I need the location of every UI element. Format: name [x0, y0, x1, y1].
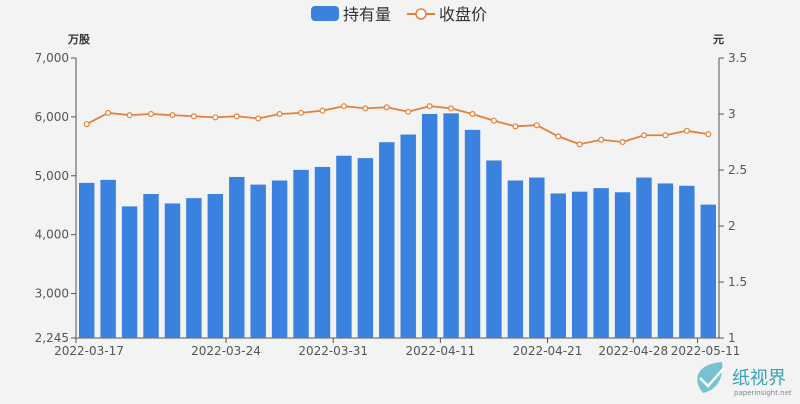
right-tick-label: 3 [728, 107, 736, 121]
price-point[interactable] [255, 115, 262, 122]
price-point[interactable] [705, 131, 712, 138]
price-point[interactable] [662, 132, 669, 139]
price-point[interactable] [298, 109, 305, 116]
left-tick-label: 4,000 [35, 228, 69, 242]
holding-bar[interactable] [486, 160, 502, 338]
x-tick-label: 2022-03-17 [54, 344, 124, 358]
price-point[interactable] [555, 133, 562, 140]
holding-bar[interactable] [271, 180, 288, 338]
right-tick-label: 3.5 [728, 51, 747, 65]
holding-bar[interactable] [336, 155, 352, 338]
legend[interactable]: 持有量 收盘价 [311, 5, 487, 24]
price-point[interactable] [619, 139, 626, 146]
holding-bar[interactable] [443, 113, 459, 338]
price-point[interactable] [512, 123, 519, 130]
holding-bar[interactable] [550, 193, 566, 338]
right-tick-label: 2.5 [728, 163, 747, 177]
x-tick-label: 2022-05-11 [671, 344, 741, 358]
holding-bar[interactable] [379, 142, 395, 338]
left-tick-label: 5,000 [35, 169, 69, 183]
holding-bar[interactable] [207, 194, 224, 338]
price-point[interactable] [233, 113, 240, 120]
x-tick-label: 2022-04-21 [513, 344, 583, 358]
holding-bar[interactable] [143, 194, 159, 338]
watermark-logo-text: 纸视界 [732, 368, 786, 389]
left-tick-label: 3,000 [35, 287, 69, 301]
holding-bar[interactable] [529, 177, 545, 338]
holding-bar[interactable] [636, 177, 652, 338]
price-point[interactable] [276, 110, 283, 117]
price-point[interactable] [169, 112, 176, 119]
holding-bar[interactable] [464, 129, 481, 338]
holding-bar[interactable] [679, 185, 695, 338]
left-tick-label: 2,245 [35, 331, 69, 345]
price-point[interactable] [640, 132, 647, 139]
holding-bar[interactable] [229, 176, 245, 338]
holding-bar[interactable] [507, 180, 524, 338]
holding-bar[interactable] [400, 134, 416, 338]
legend-holding-label[interactable]: 持有量 [343, 5, 391, 24]
holding-bar[interactable] [593, 188, 609, 338]
holding-bar[interactable] [79, 182, 95, 338]
holding-bar[interactable] [571, 191, 588, 338]
left-tick-label: 7,000 [35, 51, 69, 65]
price-point[interactable] [105, 109, 112, 116]
right-tick-label: 2 [728, 219, 736, 233]
legend-price-label[interactable]: 收盘价 [439, 5, 487, 24]
price-point[interactable] [319, 107, 326, 114]
right-axis-unit: 元 [713, 33, 724, 46]
price-line-path [86, 105, 709, 146]
price-point[interactable] [576, 141, 583, 148]
left-axis-ticks: 2,245 3,000 4,000 5,000 6,000 7,000 [35, 51, 76, 345]
holding-bar[interactable] [121, 206, 138, 338]
price-point[interactable] [190, 113, 197, 120]
price-point[interactable] [212, 114, 219, 121]
price-point[interactable] [83, 121, 90, 128]
price-series [83, 103, 712, 148]
holding-bar[interactable] [186, 198, 202, 338]
leaf-icon [697, 362, 723, 393]
x-axis-ticks: 2022-03-17 2022-03-24 2022-03-31 2022-04-11… [54, 338, 740, 358]
right-axis-ticks: 1 1.5 2 2.5 3 3.5 [719, 51, 747, 345]
leaf-check-icon [699, 367, 725, 388]
watermark-url: paperinsight.net [734, 389, 792, 397]
price-point[interactable] [383, 104, 390, 111]
price-point[interactable] [126, 112, 133, 119]
holding-bar[interactable] [314, 166, 331, 338]
left-axis-unit: 万股 [67, 33, 91, 46]
x-tick-label: 2022-03-31 [298, 344, 368, 358]
holding-bar[interactable] [614, 192, 631, 338]
holding-bar[interactable] [164, 203, 181, 338]
legend-holding-swatch[interactable] [311, 6, 339, 21]
holding-bar[interactable] [657, 183, 674, 338]
price-point[interactable] [683, 127, 690, 134]
holding-bar[interactable] [357, 158, 374, 338]
holding-bar[interactable] [421, 113, 438, 338]
holding-bar[interactable] [293, 169, 309, 338]
price-point[interactable] [362, 105, 369, 112]
holding-bar[interactable] [250, 184, 266, 338]
right-tick-label: 1 [728, 331, 736, 345]
right-tick-label: 1.5 [728, 275, 747, 289]
price-point[interactable] [405, 108, 412, 115]
price-point[interactable] [598, 136, 605, 143]
x-tick-label: 2022-04-28 [598, 344, 668, 358]
price-point[interactable] [533, 122, 540, 129]
legend-price-marker[interactable] [415, 8, 427, 20]
watermark-logo: 纸视界 paperinsight.net [697, 362, 792, 397]
x-tick-label: 2022-03-24 [191, 344, 261, 358]
holding-bar[interactable] [100, 179, 116, 338]
left-tick-label: 6,000 [35, 110, 69, 124]
price-point[interactable] [426, 103, 433, 110]
price-point[interactable] [340, 103, 347, 110]
x-tick-label: 2022-04-11 [405, 344, 475, 358]
holding-bar[interactable] [700, 204, 716, 338]
holding-bars [79, 113, 716, 338]
price-point[interactable] [469, 110, 476, 117]
price-point[interactable] [490, 117, 497, 124]
price-point[interactable] [448, 105, 455, 112]
price-point[interactable] [148, 110, 155, 117]
